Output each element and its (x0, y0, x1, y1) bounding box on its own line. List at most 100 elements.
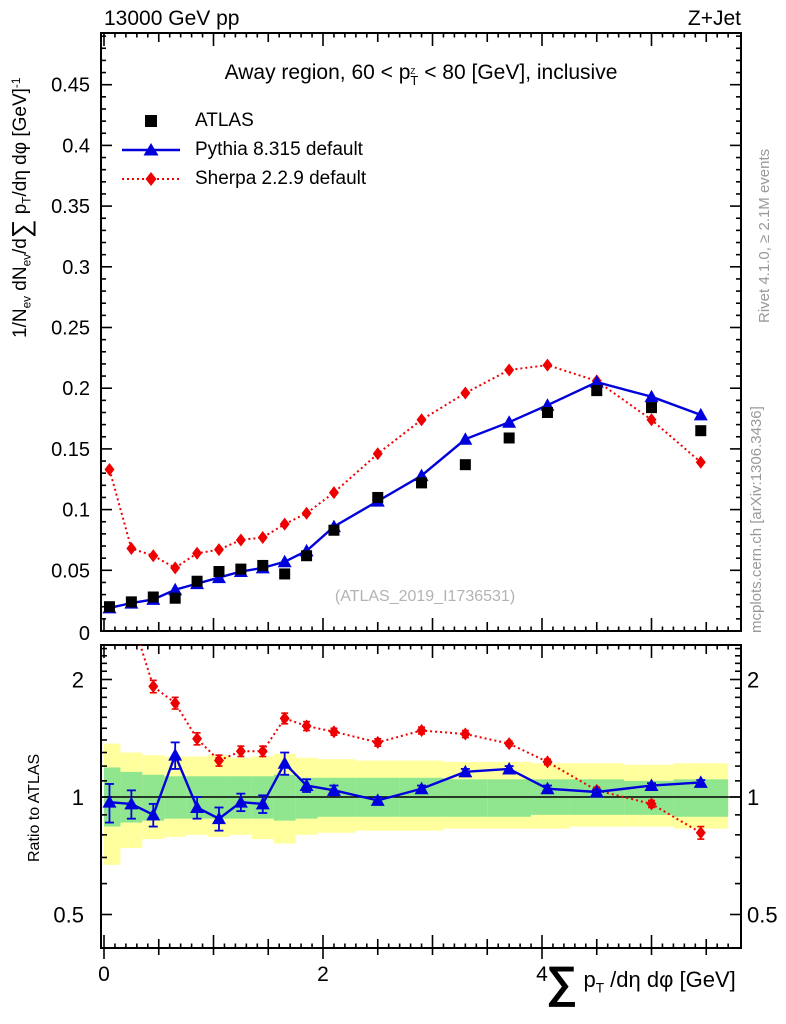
atlas-point (541, 406, 553, 418)
sherpa-ratio-point (192, 732, 203, 746)
main-ytick-label: 0.05 (51, 560, 90, 582)
sherpa-point (301, 506, 312, 520)
mcplots-credit-label: mcplots.cern.ch [arXiv:1306.3436] (748, 406, 765, 633)
pythia-point (458, 432, 473, 445)
pythia-ratio-point (211, 811, 226, 825)
sherpa-ratio-point (460, 727, 471, 741)
sum-symbol: ∑ (6, 219, 36, 239)
atlas-point (235, 563, 247, 575)
atlas-point (459, 459, 471, 471)
pythia-ratio-point (589, 784, 604, 798)
sherpa-point (104, 463, 115, 477)
pythia-ratio-point (146, 807, 161, 821)
ratio-ytick-label-left: 0.5 (53, 903, 84, 928)
pythia-ratio-point (540, 781, 555, 795)
atlas-point (328, 524, 340, 536)
xtick-label: 0 (98, 963, 110, 986)
pythia-ratio-point (168, 748, 183, 761)
axis-ticks (101, 33, 741, 959)
pythia-ratio-series (102, 741, 708, 832)
pythia-ratio-point (458, 764, 473, 778)
pythia-ratio-point (233, 795, 248, 808)
pythia-marker-icon (122, 142, 180, 155)
green-band-segment (295, 777, 318, 819)
pythia-ratio-point (414, 781, 429, 795)
main-ytick-label: 0.3 (62, 257, 90, 279)
pythia-point (168, 582, 183, 596)
sherpa-point (192, 546, 203, 560)
pythia-ratio-point (502, 761, 517, 775)
sherpa-ratio-point (279, 711, 290, 725)
ratio-ytick-label-left: 1 (72, 785, 84, 810)
atlas-point (169, 592, 181, 604)
rivet-version-label: Rivet 4.1.0, ≥ 2.1M events (756, 148, 773, 323)
sherpa-point (416, 413, 427, 427)
atlas-point (301, 550, 313, 562)
legend: ATLAS Pythia 8.315 default Sherpa 2.2.9 … (120, 106, 366, 193)
process-label: Z+Jet (687, 7, 741, 30)
sherpa-point (504, 363, 515, 377)
xtick-label: 2 (317, 963, 329, 986)
atlas-point (257, 559, 269, 571)
sherpa-point (460, 386, 471, 400)
ratio-ytick-label-right: 0.5 (747, 903, 778, 928)
sherpa-point (213, 543, 224, 557)
sherpa-point (126, 541, 137, 555)
sherpa-ratio-point (170, 696, 181, 710)
sherpa-point (542, 358, 553, 372)
atlas-marker-icon (145, 114, 157, 127)
sherpa-main-series (104, 358, 706, 575)
green-band-segment (443, 779, 488, 817)
sherpa-ratio-point (148, 679, 159, 693)
sherpa-ratio-point (235, 744, 246, 758)
main-ytick-label: 0.25 (51, 318, 90, 340)
sherpa-ratio-point (301, 719, 312, 733)
main-ytick-label: 0.1 (62, 500, 90, 522)
atlas-point (213, 566, 225, 578)
analysis-watermark: (ATLAS_2019_I1736531) (334, 588, 516, 605)
atlas-point (372, 491, 384, 503)
sherpa-point (170, 561, 181, 575)
legend-item-sherpa: Sherpa 2.2.9 default (120, 164, 366, 193)
pythia-ratio-point (102, 795, 117, 808)
sherpa-point (372, 447, 383, 461)
atlas-point (591, 385, 603, 397)
pythia-ratio-point (124, 796, 139, 810)
atlas-point (191, 575, 203, 587)
y-axis-title: 1/Nev dNev/d∑ pT/dη dφ [GeV]-1 (6, 77, 36, 338)
green-band-segment (487, 779, 532, 817)
pythia-ratio-point (255, 796, 270, 810)
sherpa-ratio-point (257, 744, 268, 758)
sherpa-ratio-point (504, 737, 515, 751)
pythia-ratio-point (326, 783, 341, 796)
sherpa-point (695, 455, 706, 469)
atlas-point (646, 402, 657, 414)
ratio-ytick-label-left: 2 (72, 668, 84, 693)
pythia-ratio-point (644, 778, 659, 792)
sherpa-marker-icon (122, 171, 180, 186)
sherpa-ratio-point (328, 725, 339, 739)
atlas-point (103, 601, 115, 613)
pythia-point (589, 375, 604, 388)
sherpa-ratio-point (542, 755, 553, 769)
ratio-axis-title: Ratio to ATLAS (26, 753, 43, 862)
ratio-ytick-label-right: 2 (747, 668, 759, 693)
pythia-point (693, 407, 708, 421)
main-ytick-label: 0.35 (51, 196, 90, 218)
pythia-point (502, 415, 517, 428)
sherpa-line (108, 364, 702, 570)
main-ytick-zero: 0 (79, 623, 90, 645)
main-ytick-label: 0.4 (62, 135, 90, 157)
atlas-point (147, 591, 159, 603)
beam-energy-label: 13000 GeV pp (104, 7, 240, 30)
pythia-ratio-point (277, 756, 292, 769)
sherpa-ratio-point (372, 735, 383, 749)
pythia-ratio-point (693, 775, 708, 788)
legend-item-atlas: ATLAS (120, 106, 366, 135)
atlas-point (695, 425, 707, 437)
legend-label-atlas: ATLAS (195, 109, 254, 131)
